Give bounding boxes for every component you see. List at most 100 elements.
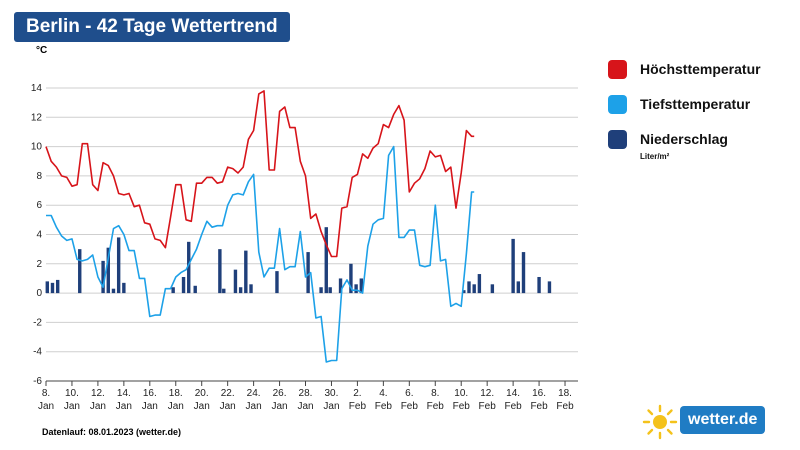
- precip-bar: [359, 278, 364, 294]
- precip-bar: [490, 284, 495, 294]
- x-tick-label-month: Jan: [116, 401, 132, 412]
- x-tick-label-month: Jan: [142, 401, 158, 412]
- y-tick-label: 6: [36, 200, 42, 211]
- precip-bar: [328, 287, 332, 294]
- precip-bar: [537, 276, 541, 294]
- x-tick-label-day: 10.: [65, 388, 79, 399]
- precip-bar: [222, 288, 226, 294]
- legend-label-min: Tiefsttemperatur: [640, 96, 751, 112]
- precip-bar: [338, 278, 343, 294]
- y-tick-label: -6: [33, 376, 42, 387]
- x-tick-label-day: 12.: [480, 388, 494, 399]
- x-tick-label-month: Jan: [297, 401, 313, 412]
- precip-bar: [324, 227, 328, 294]
- precip-bar: [122, 282, 126, 294]
- y-tick-label: 4: [36, 230, 42, 241]
- x-tick-label-month: Feb: [349, 401, 367, 412]
- x-tick-label-day: 14.: [117, 388, 131, 399]
- x-tick-label-day: 2.: [353, 388, 361, 399]
- legend-label-precip: Niederschlag: [640, 131, 728, 147]
- precip-bar: [547, 281, 552, 294]
- x-tick-label-day: 26.: [273, 388, 287, 399]
- precip-bar: [101, 260, 105, 294]
- precip-bar: [111, 288, 116, 294]
- y-tick-label: 12: [31, 112, 43, 123]
- y-tick-label: 10: [31, 142, 43, 153]
- precip-bar: [275, 271, 279, 294]
- x-tick-label-day: 16.: [532, 388, 546, 399]
- precip-bar: [218, 249, 222, 294]
- precip-bar: [106, 247, 110, 294]
- x-tick-label-day: 4.: [379, 388, 387, 399]
- x-tick-label-month: Feb: [530, 401, 548, 412]
- precip-bar: [462, 290, 466, 294]
- x-tick-label-month: Jan: [90, 401, 106, 412]
- data-run-footer: Datenlauf: 08.01.2023 (wetter.de): [42, 427, 182, 437]
- x-tick-label-month: Jan: [194, 401, 210, 412]
- y-tick-label: 0: [36, 288, 42, 299]
- precip-bar: [319, 287, 323, 294]
- max-temp-line: [45, 90, 475, 258]
- legend-item-max: Höchsttemperatur: [608, 58, 761, 80]
- x-tick-label-day: 30.: [325, 388, 339, 399]
- x-tick-label-day: 14.: [506, 388, 520, 399]
- sun-icon: [642, 404, 678, 440]
- chart-title: Berlin - 42 Tage Wettertrend: [26, 16, 278, 37]
- precip-bar: [238, 287, 243, 294]
- min-temp-line: [46, 145, 475, 363]
- legend-item-precip: Niederschlag: [608, 128, 761, 150]
- y-tick-label: -4: [33, 347, 42, 358]
- legend-swatch-min: [608, 94, 627, 114]
- x-tick-label-month: Jan: [38, 401, 54, 412]
- legend-swatch-max: [608, 59, 627, 79]
- precip-bar: [511, 238, 515, 294]
- x-tick-label-month: Jan: [323, 401, 339, 412]
- precip-bar: [116, 237, 121, 294]
- x-tick-label-day: 28.: [299, 388, 313, 399]
- x-tick-label-month: Jan: [246, 401, 262, 412]
- x-tick-label-month: Feb: [375, 401, 393, 412]
- x-tick-label-day: 24.: [247, 388, 261, 399]
- precip-bar: [467, 281, 471, 294]
- x-tick-label-day: 8.: [431, 388, 439, 399]
- precip-bar: [50, 282, 55, 294]
- x-tick-label-month: Feb: [453, 401, 471, 412]
- x-tick-label-month: Jan: [168, 401, 184, 412]
- wetter-logo[interactable]: wetter.de: [642, 404, 772, 440]
- chart-title-box: Berlin - 42 Tage Wettertrend: [14, 12, 290, 42]
- y-unit-label: °C: [36, 45, 48, 56]
- precip-bar: [181, 276, 186, 294]
- y-tick-label: 14: [31, 83, 43, 94]
- legend-precip-unit: Liter/m²: [640, 152, 670, 161]
- x-tick-label-month: Jan: [271, 401, 287, 412]
- x-tick-label-day: 20.: [195, 388, 209, 399]
- precip-bar: [193, 285, 197, 294]
- y-tick-label: -2: [33, 317, 42, 328]
- x-tick-label-day: 22.: [221, 388, 235, 399]
- x-tick-label-month: Feb: [401, 401, 419, 412]
- x-tick-label-day: 12.: [91, 388, 105, 399]
- precip-bar: [244, 250, 248, 294]
- precip-bar: [187, 241, 191, 294]
- precip-bar: [171, 287, 175, 294]
- precip-bar: [521, 252, 526, 294]
- x-tick-label-month: Jan: [64, 401, 80, 412]
- x-tick-label-month: Feb: [479, 401, 497, 412]
- precip-bar: [55, 279, 60, 294]
- legend: Höchsttemperatur Tiefsttemperatur Nieder…: [608, 58, 761, 163]
- precip-bar: [354, 284, 358, 294]
- precip-bar: [516, 281, 521, 294]
- legend-item-min: Tiefsttemperatur: [608, 93, 761, 115]
- legend-label-max: Höchsttemperatur: [640, 61, 761, 77]
- x-tick-label-month: Feb: [505, 401, 523, 412]
- x-tick-label-day: 16.: [143, 388, 157, 399]
- precip-bar: [349, 263, 353, 294]
- precip-bar: [233, 269, 238, 294]
- y-tick-label: 2: [36, 259, 42, 270]
- y-tick-label: 8: [36, 171, 42, 182]
- logo-badge: wetter.de: [680, 406, 766, 434]
- x-tick-label-month: Jan: [220, 401, 236, 412]
- precip-bar: [78, 249, 82, 294]
- logo-text: wetter.de: [688, 411, 758, 428]
